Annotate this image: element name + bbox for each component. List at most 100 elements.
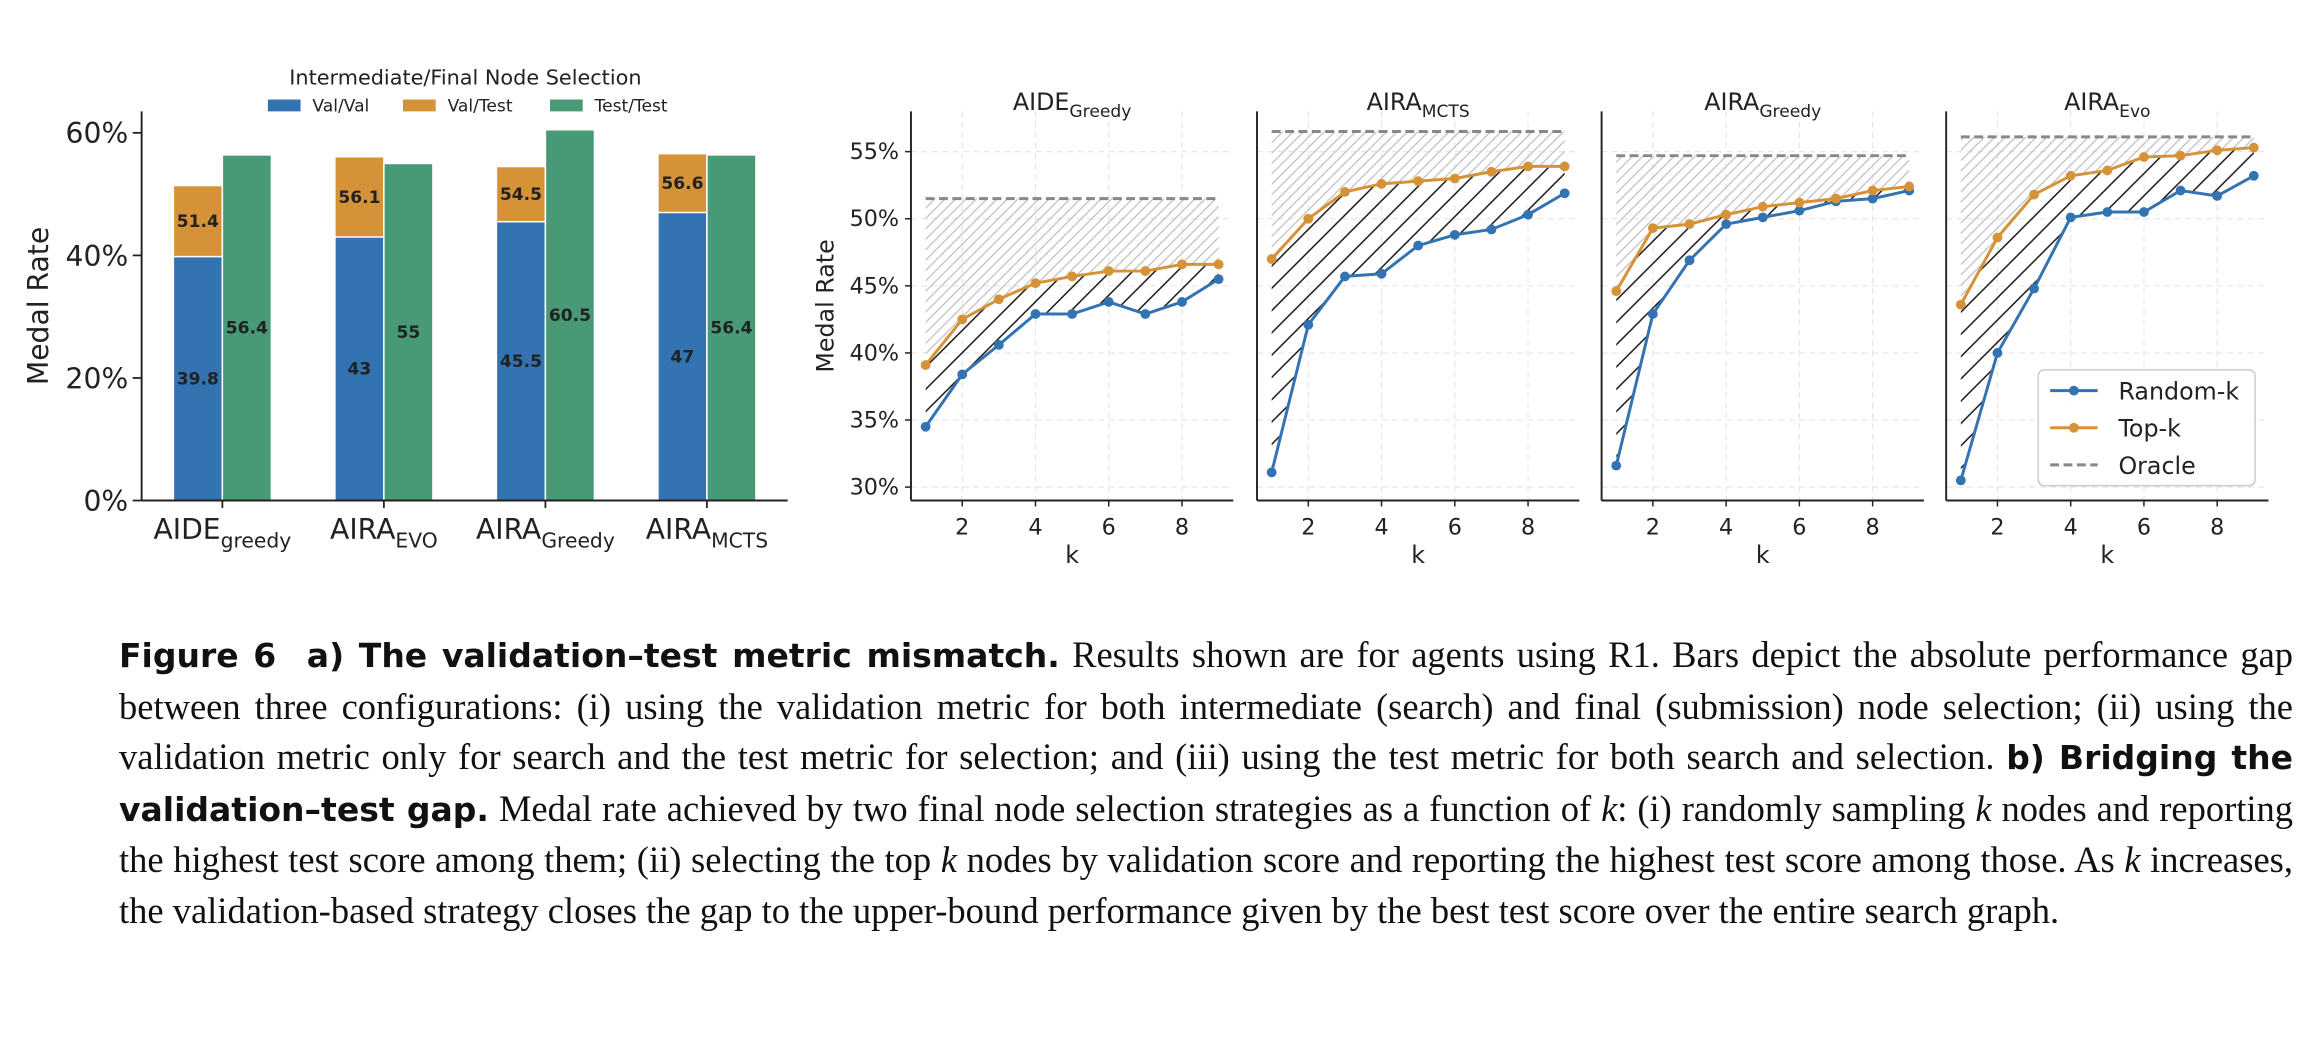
legend-marker [2069, 385, 2079, 396]
caption-text: k [2124, 839, 2141, 880]
series-point [1103, 297, 1114, 307]
value-label: 56.6 [661, 174, 703, 194]
x-tick-label: 6 [2137, 515, 2151, 541]
y-tick-label: 30% [850, 475, 900, 501]
caption-text: nodes by validation score and reporting … [956, 839, 2125, 880]
panel-title: AIRAGreedy [1704, 88, 1821, 122]
series-point [1559, 161, 1570, 172]
series-point [920, 360, 931, 370]
series-point [2248, 170, 2259, 181]
legend-label: Top-k [2117, 415, 2181, 443]
oracle-gap-area [925, 198, 1219, 365]
caption-text: : (i) randomly sampling [1617, 787, 1976, 829]
oracle-gap-area [1616, 155, 1910, 292]
legend-box [2037, 369, 2256, 487]
legend-label: Random-k [2118, 378, 2239, 406]
y-tick-label: 0% [83, 485, 128, 518]
x-tick-label: 6 [1448, 515, 1462, 541]
series-point [1955, 299, 1966, 310]
series-point [1177, 297, 1187, 307]
series-point [2029, 283, 2039, 294]
value-label: 55 [397, 323, 421, 343]
series-point [1213, 259, 1224, 270]
series-point [1992, 232, 2003, 243]
series-point [1266, 254, 1277, 264]
series-point [1559, 188, 1570, 199]
value-label: 56.4 [226, 319, 268, 339]
series-point [1757, 212, 1768, 223]
series-point [1449, 229, 1460, 240]
legend-swatch [550, 99, 583, 112]
x-tick-label: 8 [1175, 515, 1189, 541]
series-point [1867, 185, 1878, 196]
caption-text: k [940, 839, 957, 880]
series-point [1794, 197, 1805, 208]
oracle-gap-area [1960, 136, 2254, 305]
series-point [2139, 207, 2149, 217]
value-label: 56.4 [710, 319, 752, 339]
x-tick-label: 2 [1646, 515, 1660, 541]
bar [706, 154, 757, 502]
series-point [957, 314, 968, 325]
x-tick-label-base: AIRA [330, 513, 396, 546]
x-tick-label: 4 [1719, 515, 1733, 541]
series-point [1376, 268, 1387, 279]
value-label: 39.8 [177, 370, 219, 390]
series-point [2065, 212, 2076, 223]
selection-gap-area [1960, 147, 2254, 481]
x-tick-label: 4 [1028, 515, 1042, 541]
bar [383, 162, 434, 502]
x-tick-label-base: AIRA [646, 513, 712, 546]
series-point [1140, 309, 1151, 319]
value-label: 45.5 [500, 352, 542, 372]
series-point [1955, 475, 1966, 486]
panel-title-sub: MCTS [1422, 102, 1470, 122]
x-tick-label: AIDEgreedy [153, 513, 291, 552]
x-tick-label-sub: greedy [221, 529, 292, 553]
series-point [1721, 209, 1732, 220]
series-point [1413, 176, 1424, 187]
x-tick-label: 8 [2210, 515, 2224, 541]
series-point [1831, 193, 1841, 204]
panel-title-base: AIRA [2064, 88, 2120, 116]
series-point [993, 339, 1004, 350]
series-point [1904, 181, 1915, 192]
caption-text: Medal rate achieved by two final node se… [498, 787, 1602, 829]
series-point [1030, 278, 1041, 289]
x-tick-label: AIRAGreedy [476, 513, 615, 552]
y-tick-label: 45% [850, 273, 900, 299]
oracle-gap-area [1271, 131, 1565, 259]
legend-swatch [403, 99, 436, 112]
x-tick-label: 6 [1102, 515, 1116, 541]
series-point [1647, 309, 1658, 319]
series-point [1413, 240, 1424, 251]
series-point [2139, 152, 2149, 162]
panel-title: AIRAEvo [2064, 88, 2150, 122]
legend-label: Test/Test [594, 96, 668, 116]
series-point [2102, 165, 2113, 176]
panel-title-base: AIRA [1704, 88, 1760, 116]
y-tick-label: 20% [66, 362, 129, 395]
legend-label: Oracle [2118, 452, 2195, 480]
x-axis-label: k [1065, 541, 1079, 569]
x-tick-label: 8 [1866, 515, 1880, 541]
panel-title-sub: Greedy [1759, 102, 1821, 122]
series-point [993, 294, 1004, 305]
series-point [2065, 170, 2076, 181]
y-axis-label: Medal Rate [812, 239, 840, 372]
x-tick-label: AIRAMCTS [646, 513, 768, 552]
series-point [1486, 166, 1497, 177]
series-point [1177, 259, 1187, 270]
panel-title-base: AIDE [1013, 88, 1070, 116]
panel-title-sub: Greedy [1069, 102, 1131, 122]
series-point [1757, 201, 1768, 212]
series-point [1523, 209, 1533, 220]
series-point [1647, 223, 1658, 234]
series-point [2029, 189, 2039, 200]
series-point [1523, 161, 1533, 172]
x-tick-label: 4 [2064, 515, 2078, 541]
caption-text: Figure 6 [119, 636, 277, 675]
series-point [1303, 319, 1314, 330]
